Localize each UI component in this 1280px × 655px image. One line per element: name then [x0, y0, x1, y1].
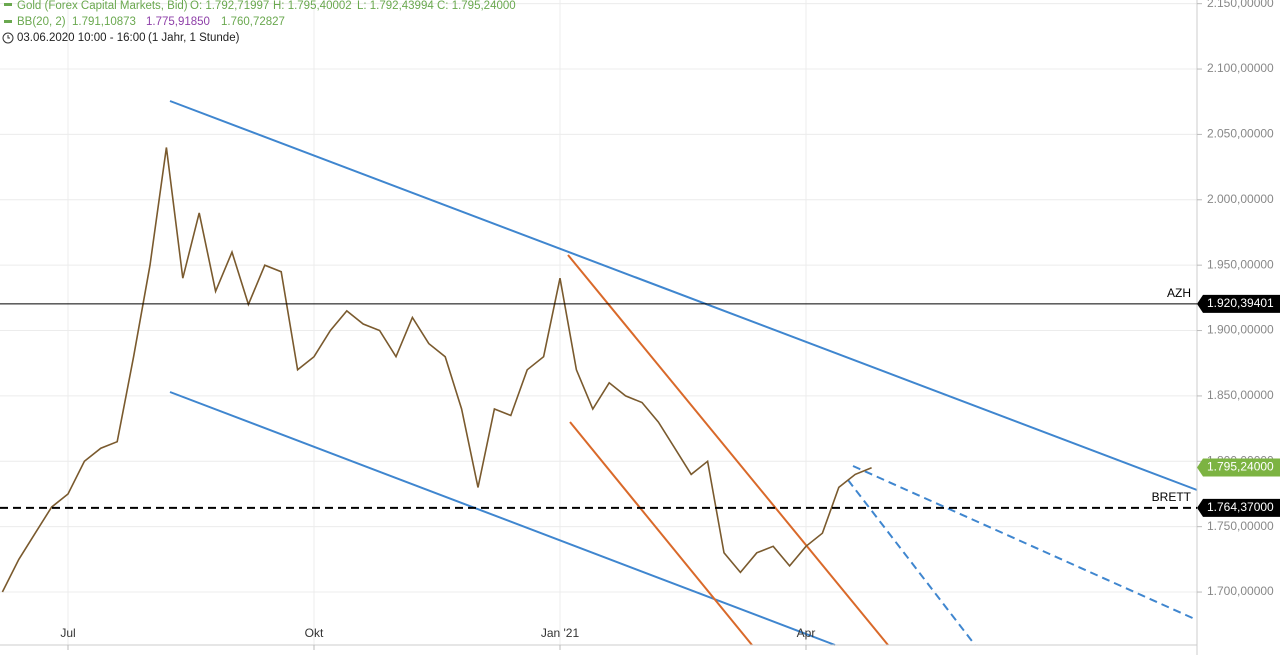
y-tick-label: 1.900,00000 [1207, 323, 1274, 337]
legend-icon [4, 20, 12, 23]
x-tick-label: Jul [60, 626, 75, 640]
clock-icon [7, 35, 10, 39]
ohlc: H: 1.795,40002 [273, 0, 352, 12]
trend-line [169, 100, 1198, 491]
y-tick-label: 2.000,00000 [1207, 192, 1274, 206]
grid [0, 0, 1197, 645]
trend-line [852, 465, 1198, 621]
x-tick-label: Apr [797, 626, 816, 640]
trend-line [169, 391, 836, 646]
level-name: BRETT [1152, 490, 1192, 504]
range: (1 Jahr, 1 Stunde) [148, 32, 240, 44]
x-tick-label: Okt [305, 626, 324, 640]
y-tick-label: 1.750,00000 [1207, 519, 1274, 533]
ohlc: L: 1.792,43994 [357, 0, 434, 12]
y-tick-label: 1.950,00000 [1207, 257, 1274, 271]
indicator-value: 1.791,10873 [72, 16, 136, 28]
y-tick-label: 2.150,00000 [1207, 0, 1274, 10]
y-tick-label: 2.100,00000 [1207, 61, 1274, 75]
ohlc: C: 1.795,24000 [437, 0, 516, 12]
level-label: 1.920,39401 [1207, 296, 1274, 310]
legend-icon [4, 3, 12, 6]
trend-line [847, 479, 976, 646]
last-price-badge [1197, 458, 1280, 477]
ohlc: O: 1.792,71997 [190, 0, 269, 12]
header: Gold (Forex Capital Markets, Bid) O: 1.7… [2, 0, 516, 44]
indicator-value: 1.775,91850 [146, 16, 210, 28]
level-badge [1197, 294, 1280, 313]
level-label: 1.764,37000 [1207, 500, 1274, 514]
indicator: BB(20, 2) [17, 16, 66, 28]
y-tick-label: 2.050,00000 [1207, 127, 1274, 141]
level-badge [1197, 498, 1280, 517]
y-tick-label: 1.850,00000 [1207, 388, 1274, 402]
indicator-value: 1.760,72827 [221, 16, 285, 28]
level-name: AZH [1167, 286, 1191, 300]
last-price-label: 1.795,24000 [1207, 460, 1274, 474]
trend-line [567, 254, 889, 646]
trend-line [569, 421, 753, 646]
y-tick-label: 1.700,00000 [1207, 584, 1274, 598]
price-line [1, 147, 872, 593]
clock-icon [2, 32, 14, 44]
x-tick-label: Jan '21 [541, 626, 580, 640]
instrument: Gold (Forex Capital Markets, Bid) [17, 0, 188, 12]
period: 03.06.2020 10:00 - 16:00 [17, 32, 146, 44]
trend-lines [169, 100, 1198, 646]
